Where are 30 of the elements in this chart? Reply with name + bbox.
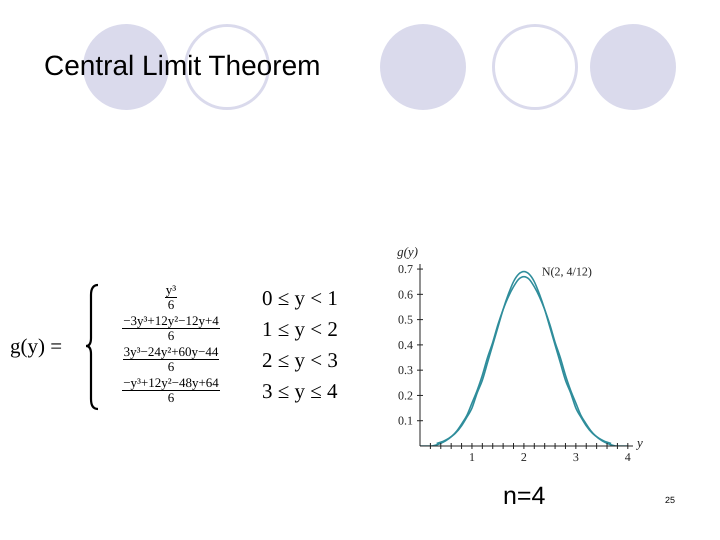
text: y³ [164,282,178,297]
y-tick-label: 0.2 [398,388,413,402]
text: 1 ≤ y < 2 [262,317,338,341]
text: 6 [168,328,174,343]
text: 0 ≤ y < 1 [262,286,338,310]
y-tick-label: 0.1 [398,414,413,428]
series-label: N(2, 4/12) [542,264,592,279]
x-tick-label: 4 [624,450,631,464]
text: 2 ≤ y < 3 [262,348,338,372]
text: −3y³+12y²−12y+4 [122,313,220,328]
y-tick-label: 0.4 [398,338,413,352]
text: n=4 [503,482,546,510]
y-tick-label: 0.6 [398,287,413,302]
text: −y³+12y²−48y+64 [122,375,220,390]
y-tick-label: 0.3 [398,363,413,378]
x-tick-label: 3 [572,450,579,464]
x-tick-label: 2 [520,450,527,464]
text: 25 [665,495,676,505]
text: 3 ≤ y ≤ 4 [262,379,338,403]
x-tick-label: 1 [468,450,475,464]
x-axis-title: y [635,435,643,450]
text: Central Limit Theorem [44,49,320,83]
text: 6 [168,390,174,405]
text: g(y) = [10,334,62,359]
text: 3y³−24y²+60y−44 [122,344,220,359]
y-tick-label: 0.5 [398,312,413,327]
y-axis-title: g(y) [397,244,418,259]
text: 6 [168,297,174,312]
y-tick-label: 0.7 [398,262,413,276]
text: 6 [168,359,174,374]
